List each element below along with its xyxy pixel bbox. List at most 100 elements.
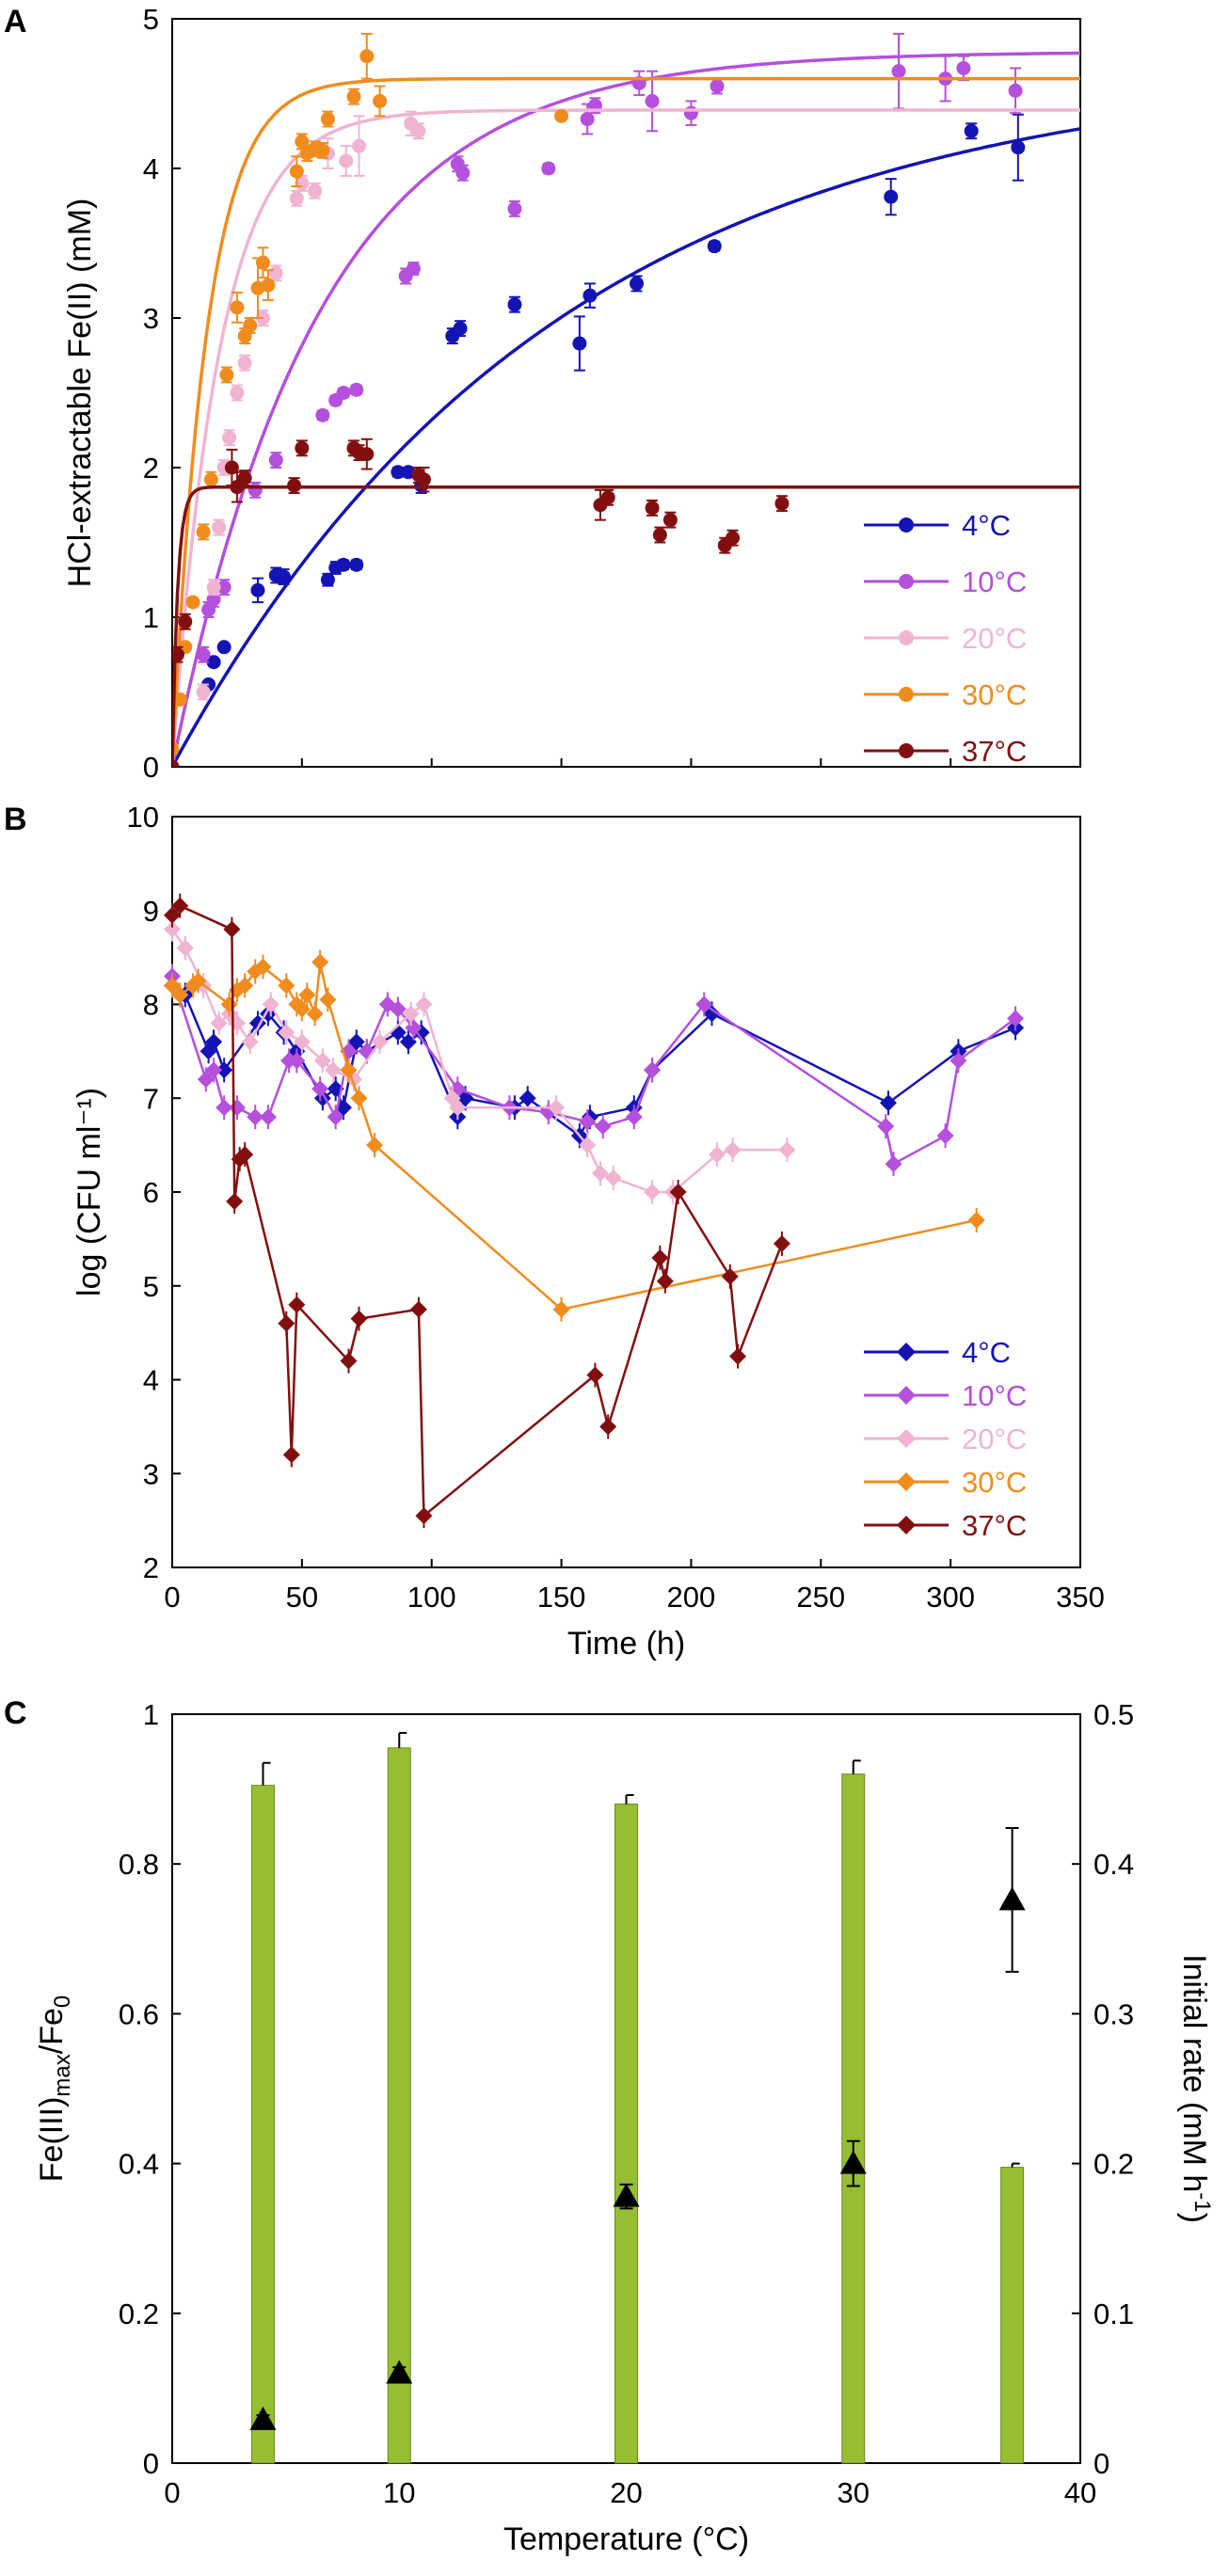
c-x-tick-label: 40 [1064,2476,1096,2509]
b-data-point-30-c [366,1137,384,1154]
b-data-point-20-c [278,1024,295,1042]
b-data-point-20-c [313,1052,331,1070]
b-series-37-c [164,893,790,1529]
b-data-point-10-c [260,1108,278,1126]
b-data-point-10-c [311,1080,329,1098]
b-data-point-37-c [409,1300,427,1318]
a-data-point-30-c [315,143,330,158]
b-data-point-10-c [247,1108,264,1126]
a-data-point-4-c [707,239,722,254]
a-data-point-30-c [373,93,388,108]
b-data-point-4-c [703,1005,721,1023]
b-data-point-10-c [594,1118,612,1136]
a-data-point-4-c [964,123,979,138]
c-bar-30c [841,1773,866,2464]
b-data-point-30-c [189,972,207,990]
a-data-point-37-c [178,614,193,629]
b-data-point-37-c [282,1446,300,1464]
b-data-point-10-c [405,1019,423,1037]
a-data-point-10-c [196,647,211,662]
a-data-point-30-c [320,112,335,127]
c-y2-axis-title-end: ) [1176,2213,1212,2223]
a-data-point-10-c [216,580,231,595]
b-x-tick-label: 100 [407,1581,456,1614]
b-data-point-10-c [288,1052,306,1070]
b-data-point-20-c [210,1014,228,1032]
b-data-point-20-c [579,1137,597,1154]
b-data-point-30-c [311,953,329,971]
b-y-tick-label: 2 [143,1551,159,1584]
c-y2-axis-title: Initial rate (mM h-1) [1176,1954,1215,2223]
c-y-tick-label: 0.8 [119,1848,159,1881]
a-data-point-20-c [411,123,426,138]
a-y-axis-title: HCl-extractable Fe(II) (mM) [62,199,98,588]
a-series-10-c [172,32,1080,767]
b-data-point-10-c [327,1108,344,1126]
a-fit-curve-4-c [172,127,1080,767]
b-data-point-20-c [324,1061,342,1079]
c-x-tick-label: 30 [838,2476,870,2509]
b-legend-label-20-c: 20°C [962,1423,1027,1455]
b-data-point-10-c [625,1108,643,1126]
b-data-point-20-c [293,1033,311,1051]
b-data-point-20-c [604,1169,622,1187]
a-data-point-37-c [774,496,790,511]
a-data-point-10-c [683,105,698,120]
b-y-axis-title: log (CFU ml⁻¹) [72,1088,107,1296]
b-data-point-37-c [721,1267,739,1285]
a-data-point-10-c [710,79,725,94]
b-series-10-c [164,963,1025,1177]
panel-letter-b: B [4,802,27,837]
a-fit-curve-30-c [172,76,1080,767]
b-data-point-20-c [644,1184,662,1201]
b-series-line-37-c [171,904,784,1519]
a-data-point-20-c [339,153,354,168]
a-data-point-37-c [600,490,615,505]
b-data-point-20-c [241,1033,259,1051]
c-y-axis-title-sub-0: 0 [50,1996,75,2008]
b-data-point-20-c [176,939,194,957]
a-data-point-4-c [216,640,231,655]
panel-a-chart: 0 1 2 3 4 5 HCl-extractable Fe(II) (mM) 4°C 10°C… [62,3,1081,784]
b-data-point-37-c [599,1418,617,1436]
b-data-point-4-c [519,1089,536,1107]
a-data-point-30-c [185,595,200,610]
a-y-tick-label: 0 [143,751,159,784]
b-data-point-20-c [164,920,181,938]
a-data-point-20-c [352,138,367,153]
a-legend-marker-37-c [899,743,914,758]
b-data-point-37-c [729,1347,747,1365]
a-y-tick-label: 5 [143,3,159,36]
b-data-point-30-c [293,1000,311,1018]
b-data-point-10-c [205,1061,223,1079]
a-data-point-10-c [507,201,522,216]
a-data-point-30-c [295,134,310,149]
c-y2-tick-label: 0.1 [1093,2298,1134,2330]
a-fit-curve-20-c [172,108,1080,767]
c-y2-axis-title-sup: -1 [1189,2192,1215,2212]
b-data-point-37-c [223,920,241,938]
c-x-tick-label: 10 [383,2476,415,2509]
a-y-tick-label: 1 [143,601,159,634]
c-y-tick-label: 1 [143,1698,159,1731]
b-y-tick-label: 4 [143,1364,159,1397]
b-y-tick-label: 8 [143,989,159,1022]
b-legend-label-10-c: 10°C [962,1379,1027,1412]
b-data-point-20-c [709,1146,726,1164]
b-data-point-30-c [278,977,295,994]
a-data-point-30-c [203,472,218,487]
c-y-tick-label: 0.2 [119,2298,159,2330]
a-data-point-37-c [662,513,678,528]
a-y-tick-label: 3 [143,302,159,335]
a-fit-curve-37-c [172,485,1080,767]
a-data-point-37-c [726,531,741,546]
c-y-tick-label: 0.4 [119,2148,159,2181]
a-data-point-30-c [256,255,270,270]
a-series-30-c [172,32,1080,767]
b-data-point-10-c [695,995,713,1013]
a-data-point-10-c [541,161,556,176]
c-y2-tick-label: 0.5 [1093,1698,1134,1731]
a-data-point-20-c [230,386,245,400]
a-data-point-30-c [172,692,187,707]
b-data-point-4-c [347,1033,365,1051]
